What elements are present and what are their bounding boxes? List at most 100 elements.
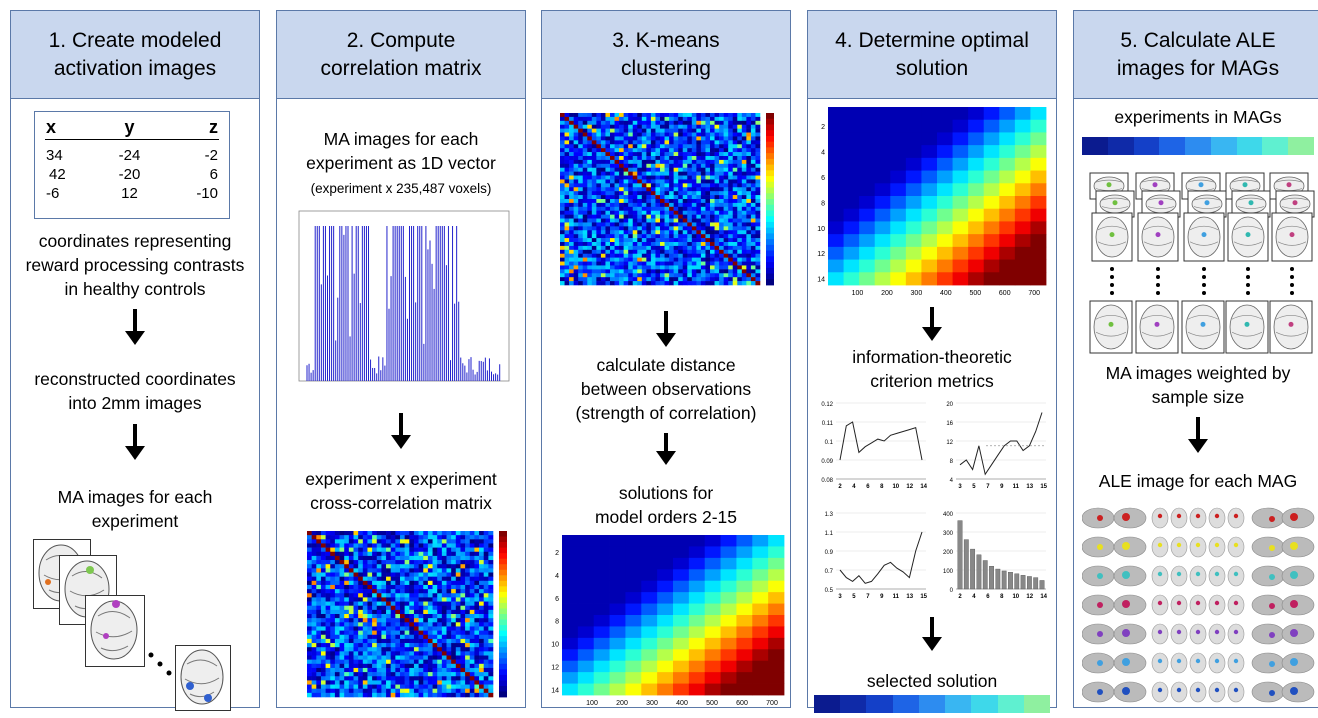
heatmap-cell [688, 535, 706, 547]
matrix-cell [451, 564, 457, 569]
matrix-cell [678, 281, 684, 286]
matrix-cell [409, 692, 415, 698]
matrix-cell [432, 531, 438, 536]
matrix-cell [479, 609, 484, 615]
matrix-cell [348, 638, 354, 644]
y-tick-label: 0.08 [821, 478, 833, 484]
matrix-cell [569, 218, 574, 223]
matrix-cell [587, 249, 593, 255]
matrix-cell [746, 140, 752, 145]
heatmap-cell [736, 592, 753, 604]
matrix-cell [560, 214, 565, 219]
matrix-cell [413, 576, 419, 582]
matrix-cell [432, 614, 438, 619]
matrix-cell [646, 175, 652, 180]
matrix-cell [353, 651, 359, 656]
matrix-cell [479, 605, 484, 611]
matrix-cell [344, 539, 350, 544]
matrix-cell [390, 634, 396, 640]
matrix-cell [560, 144, 565, 149]
matrix-cell [381, 580, 387, 586]
heatmap-cell [968, 208, 985, 222]
colorbar-segment [1133, 137, 1160, 155]
matrix-cell [673, 156, 679, 161]
matrix-cell [344, 584, 350, 590]
matrix-cell [750, 238, 756, 243]
matrix-cell [646, 120, 652, 126]
matrix-cell [441, 589, 447, 594]
matrix-cell [469, 626, 475, 631]
matrix-cell [614, 230, 620, 235]
matrix-cell [591, 277, 597, 282]
heatmap-cell [720, 592, 737, 604]
matrix-cell [728, 222, 734, 227]
matrix-cell [376, 630, 382, 636]
matrix-cell [479, 684, 484, 689]
matrix-cell [637, 222, 643, 227]
heatmap-cell [905, 157, 922, 171]
matrix-cell [614, 179, 620, 184]
matrix-cell [409, 568, 415, 573]
matrix-cell [650, 273, 656, 278]
matrix-cell [427, 609, 433, 615]
heatmap-cell [921, 221, 938, 235]
heatmap-cell [593, 535, 610, 547]
matrix-cell [696, 269, 702, 274]
matrix-cell [750, 152, 756, 157]
matrix-cell [696, 140, 702, 145]
matrix-cell [700, 195, 706, 200]
matrix-cell [582, 230, 588, 235]
step1-text-ma-images: MA images for each experiment [57, 487, 213, 531]
matrix-cell [714, 222, 720, 227]
heatmap-cell [1014, 208, 1031, 222]
matrix-cell [390, 560, 396, 565]
matrix-cell [755, 124, 761, 129]
x-tick-label: 8 [1000, 594, 1004, 600]
heatmap-cell [720, 535, 737, 547]
matrix-cell [632, 144, 638, 149]
matrix-cell [741, 136, 747, 141]
matrix-cell [573, 167, 579, 172]
colorbar-segment [499, 641, 507, 648]
matrix-cell [655, 277, 661, 282]
matrix-cell [353, 676, 359, 681]
matrix-cell [741, 187, 747, 192]
matrix-cell [737, 222, 743, 227]
matrix-cell [564, 249, 570, 255]
matrix-cell [591, 148, 597, 153]
matrix-cell [441, 593, 447, 598]
matrix-cell [596, 265, 602, 270]
step3-text-solutions: solutions for model orders 2-15 [594, 483, 738, 527]
matrix-cell [678, 226, 684, 231]
matrix-cell [628, 257, 634, 262]
heatmap-cell [952, 208, 969, 222]
matrix-cell [641, 191, 647, 196]
matrix-cell [437, 572, 443, 577]
ellipsis-dots [1156, 267, 1160, 295]
matrix-cell [353, 626, 359, 631]
heatmap-cell [874, 208, 891, 222]
matrix-cell [358, 667, 364, 673]
matrix-cell [348, 684, 354, 689]
matrix-cell [367, 626, 373, 631]
matrix-cell [728, 238, 734, 243]
matrix-cell [560, 156, 565, 161]
matrix-cell [750, 144, 756, 149]
heatmap-cell [843, 145, 860, 159]
matrix-cell [560, 277, 565, 282]
heatmap-cell [828, 272, 844, 286]
matrix-cell [728, 167, 734, 172]
heatmap-cell [968, 119, 985, 133]
matrix-cell [441, 643, 447, 648]
matrix-cell [451, 572, 457, 577]
matrix-cell [432, 647, 438, 652]
heatmap-row-label: 6 [555, 596, 559, 603]
matrix-cell [381, 584, 387, 590]
matrix-cell [614, 214, 620, 219]
matrix-cell [737, 218, 743, 223]
matrix-cell [600, 116, 606, 122]
matrix-cell [460, 535, 466, 540]
matrix-cell [700, 187, 706, 192]
matrix-cell [673, 253, 679, 258]
matrix-cell [367, 651, 373, 656]
